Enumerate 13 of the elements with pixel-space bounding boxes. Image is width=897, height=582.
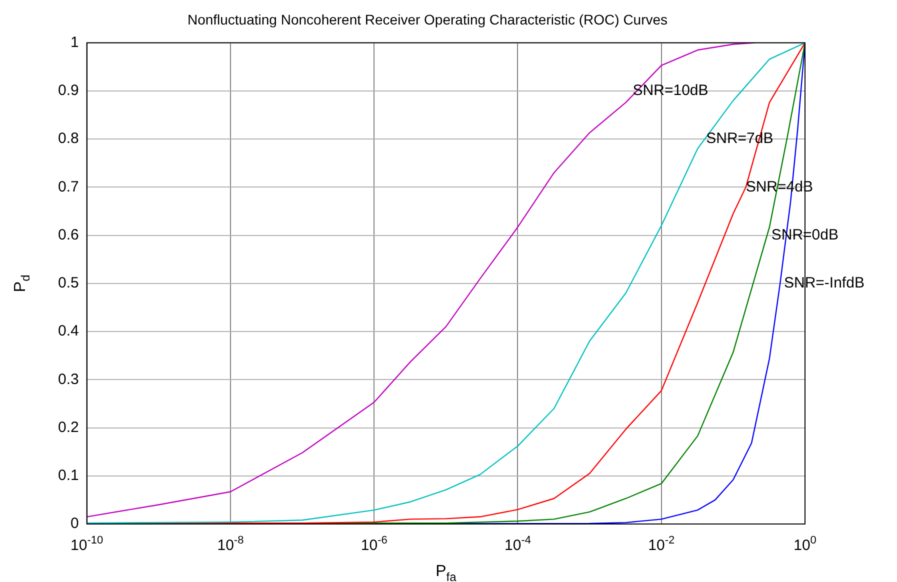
y-tick-label: 0.3 <box>58 370 79 388</box>
y-tick-label: 0.1 <box>58 467 79 484</box>
chart-title: Nonfluctuating Noncoherent Receiver Operating Characteristic (ROC) Curves <box>187 11 668 28</box>
y-tick-label: 0.5 <box>58 274 79 292</box>
y-tick-label: 0.6 <box>58 226 79 244</box>
y-axis-title: Pd <box>12 274 33 292</box>
y-tick-label: 0.2 <box>58 418 79 436</box>
y-tick-label: 0.8 <box>58 130 79 148</box>
y-tick-label: 0.4 <box>58 322 79 340</box>
y-tick-label: 1 <box>70 34 79 51</box>
y-tick-label: 0.9 <box>58 82 79 100</box>
y-tick-label: 0.7 <box>58 178 79 196</box>
y-tick-label: 0 <box>70 515 79 532</box>
